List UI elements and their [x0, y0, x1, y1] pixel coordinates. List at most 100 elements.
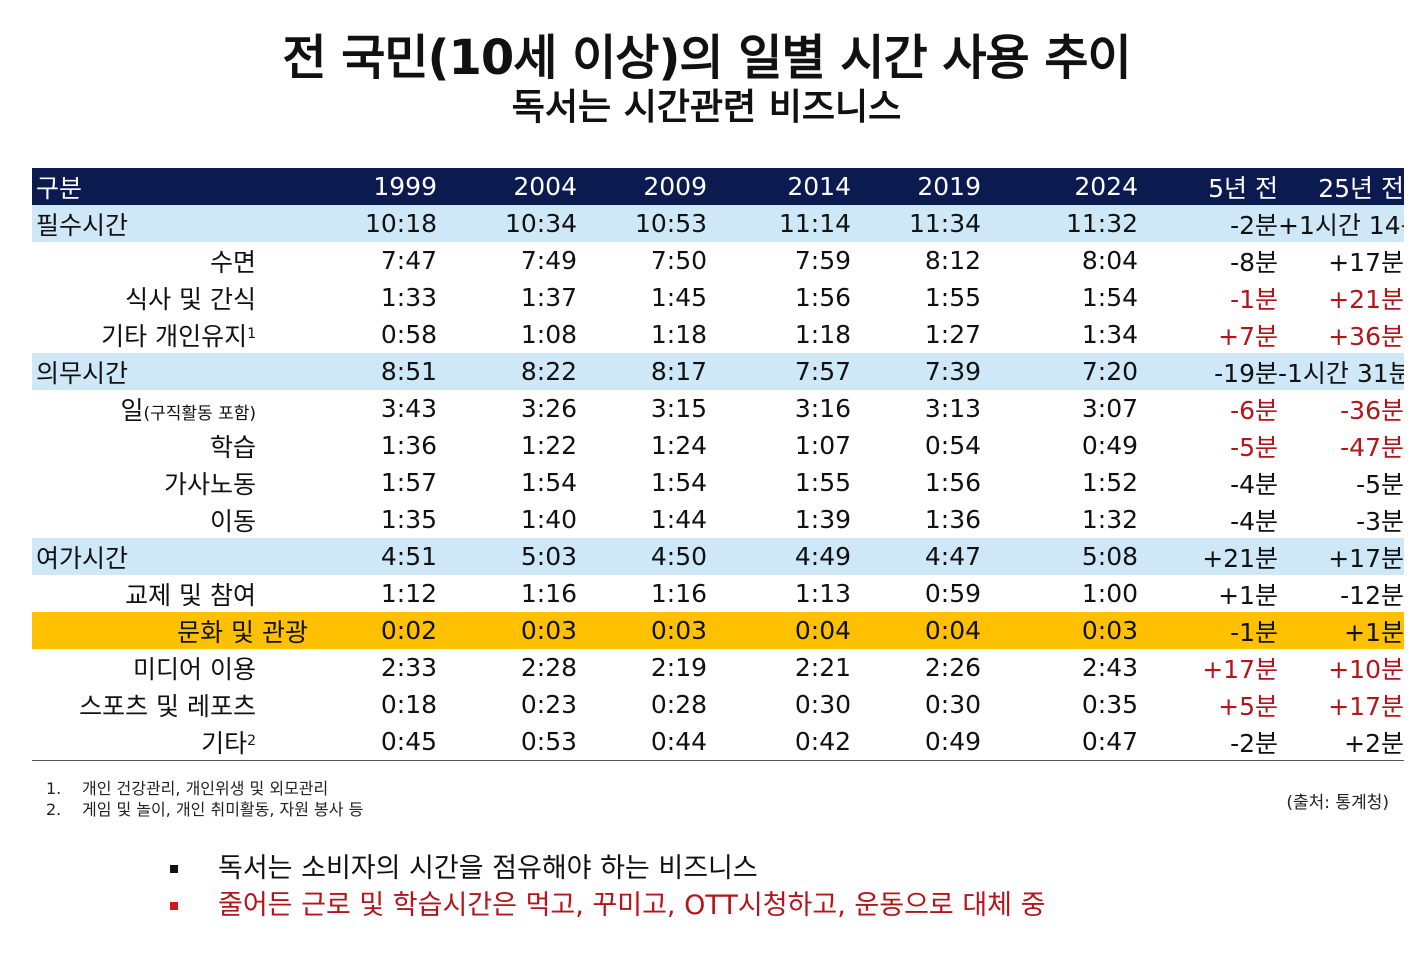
- table-cell: 10:18: [364, 209, 437, 238]
- table-cell: -12분: [1340, 580, 1404, 610]
- table-cell: 8:17: [650, 357, 707, 386]
- table-cell: 1:36: [924, 505, 981, 534]
- footnote-text: 게임 및 놀이, 개인 취미활동, 자원 봉사 등: [82, 800, 364, 819]
- row-label-text: 학습: [209, 432, 256, 462]
- square-bullet-icon: [170, 864, 178, 873]
- table-cell: 4:49: [794, 542, 851, 571]
- table-cell: 0:54: [924, 431, 981, 460]
- row-label: 이동: [32, 501, 308, 538]
- table-row: 미디어 이용 2:33 2:28 2:19 2:21 2:26 2:43 +17분 +10분: [32, 649, 1404, 686]
- footnote-marker: 1: [247, 325, 256, 342]
- table-cell: 0:45: [308, 723, 437, 761]
- table-cell: -1분: [1230, 617, 1278, 647]
- table-cell: 0:42: [707, 723, 851, 761]
- row-label: 교제 및 참여: [32, 575, 308, 612]
- table-cell: 2:33: [380, 653, 437, 682]
- row-label-text: 의무시간: [36, 358, 129, 388]
- row-label-text: 문화 및 관광: [177, 617, 308, 647]
- table-cell: 0:03: [520, 616, 577, 645]
- row-label: 미디어 이용: [32, 649, 308, 686]
- table-cell: 8:51: [380, 357, 437, 386]
- table-cell: 2:21: [794, 653, 851, 682]
- row-label-note: (구직활동 포함): [143, 403, 256, 424]
- row-label: 문화 및 관광: [32, 612, 308, 649]
- table-cell: -4분: [1230, 469, 1278, 499]
- bullet-item: 줄어든 근로 및 학습시간은 먹고, 꾸미고, OTT시청하고, 운동으로 대체…: [170, 887, 1045, 924]
- table-cell: +21분: [1202, 543, 1278, 573]
- header-cell: 1999: [373, 172, 437, 201]
- table-cell: 10:34: [504, 209, 577, 238]
- row-label: 의무시간: [32, 353, 308, 390]
- table-cell: 1:27: [924, 320, 981, 349]
- row-label: 가사노동: [32, 464, 308, 501]
- row-label-text: 여가시간: [36, 543, 129, 573]
- table-cell: -47분: [1340, 432, 1404, 462]
- table-cell: 3:26: [520, 394, 577, 423]
- table-cell: 2:43: [1081, 653, 1138, 682]
- category-row: 필수시간 10:18 10:34 10:53 11:14 11:34 11:32 -2분 +1시…: [32, 205, 1404, 242]
- row-label: 수면: [32, 242, 308, 279]
- table-cell: +1분: [1344, 617, 1404, 647]
- table-cell: 2:28: [520, 653, 577, 682]
- table-cell: 1:18: [794, 320, 851, 349]
- table-cell: 1:54: [650, 468, 707, 497]
- header-cell: 구분: [36, 173, 83, 203]
- table-cell: 8:04: [1081, 246, 1138, 275]
- row-label-text: 식사 및 간식: [125, 284, 256, 314]
- table-cell: 1:36: [380, 431, 437, 460]
- table-cell: 1:56: [924, 468, 981, 497]
- table-cell: 1:39: [794, 505, 851, 534]
- category-row: 의무시간 8:51 8:22 8:17 7:57 7:39 7:20 -19분 -1시간 31분: [32, 353, 1404, 390]
- table-cell: 0:49: [1081, 431, 1138, 460]
- table-cell: 0:35: [1081, 690, 1138, 719]
- source-note: (출처: 통계청): [1286, 793, 1389, 813]
- table-cell: 0:02: [380, 616, 437, 645]
- table-cell: 1:08: [520, 320, 577, 349]
- table-cell: 0:49: [851, 723, 981, 761]
- footnote-item: 1. 개인 건강관리, 개인위생 및 외모관리: [46, 778, 363, 799]
- table-cell: -3분: [1356, 506, 1404, 536]
- table-cell: 11:32: [1065, 209, 1138, 238]
- table-cell: 7:39: [924, 357, 981, 386]
- table-cell: 11:14: [778, 209, 851, 238]
- table-cell: -5분: [1356, 469, 1404, 499]
- row-label-text: 수면: [209, 247, 256, 277]
- table-cell: +1시간 14분: [1278, 210, 1404, 240]
- row-label-text: 기타: [201, 728, 248, 758]
- bullet-item: 독서는 소비자의 시간을 점유해야 하는 비즈니스: [170, 850, 1045, 887]
- table-header-row: 구분 1999 2004 2009 2014 2019 2024 5년 전 25…: [32, 168, 1404, 205]
- table-cell: 3:43: [380, 394, 437, 423]
- footnote-text: 개인 건강관리, 개인위생 및 외모관리: [82, 779, 329, 798]
- table-cell: -1시간 31분: [1278, 358, 1404, 388]
- table-cell: 5:08: [1081, 542, 1138, 571]
- table-cell: 1:35: [380, 505, 437, 534]
- table-row: 이동 1:35 1:40 1:44 1:39 1:36 1:32 -4분 -3분: [32, 501, 1404, 538]
- table-cell: 7:20: [1081, 357, 1138, 386]
- table-cell: 1:32: [1081, 505, 1138, 534]
- row-label-text: 교제 및 참여: [125, 580, 256, 610]
- table-cell: 1:44: [650, 505, 707, 534]
- table-row: 스포츠 및 레포츠 0:18 0:23 0:28 0:30 0:30 0:35 +5분 +17분: [32, 686, 1404, 723]
- header-cell: 2014: [787, 172, 851, 201]
- table-cell: 1:40: [520, 505, 577, 534]
- table-cell: 1:33: [380, 283, 437, 312]
- table-cell: -8분: [1230, 247, 1278, 277]
- header-cell: 5년 전: [1208, 173, 1278, 203]
- bullet-text: 독서는 소비자의 시간을 점유해야 하는 비즈니스: [218, 853, 758, 884]
- table-cell: 1:18: [650, 320, 707, 349]
- square-bullet-icon: [170, 901, 178, 910]
- table-cell: 2:26: [924, 653, 981, 682]
- table-cell: +10분: [1328, 654, 1404, 684]
- page-title: 전 국민(10세 이상)의 일별 시간 사용 추이: [282, 30, 1131, 86]
- table-cell: +7분: [1218, 321, 1278, 351]
- table-cell: 4:51: [380, 542, 437, 571]
- row-label-text: 스포츠 및 레포츠: [79, 691, 256, 721]
- table-row: 수면 7:47 7:49 7:50 7:59 8:12 8:04 -8분 +17분: [32, 242, 1404, 279]
- table-cell: 4:47: [924, 542, 981, 571]
- table-row: 문화 및 관광 0:02 0:03 0:03 0:04 0:04 0:03 -1분 +1분: [32, 612, 1404, 649]
- table-cell: -36분: [1340, 395, 1404, 425]
- table-cell: 1:45: [650, 283, 707, 312]
- table-cell: 10:53: [634, 209, 707, 238]
- table-cell: 1:52: [1081, 468, 1138, 497]
- row-label: 스포츠 및 레포츠: [32, 686, 308, 723]
